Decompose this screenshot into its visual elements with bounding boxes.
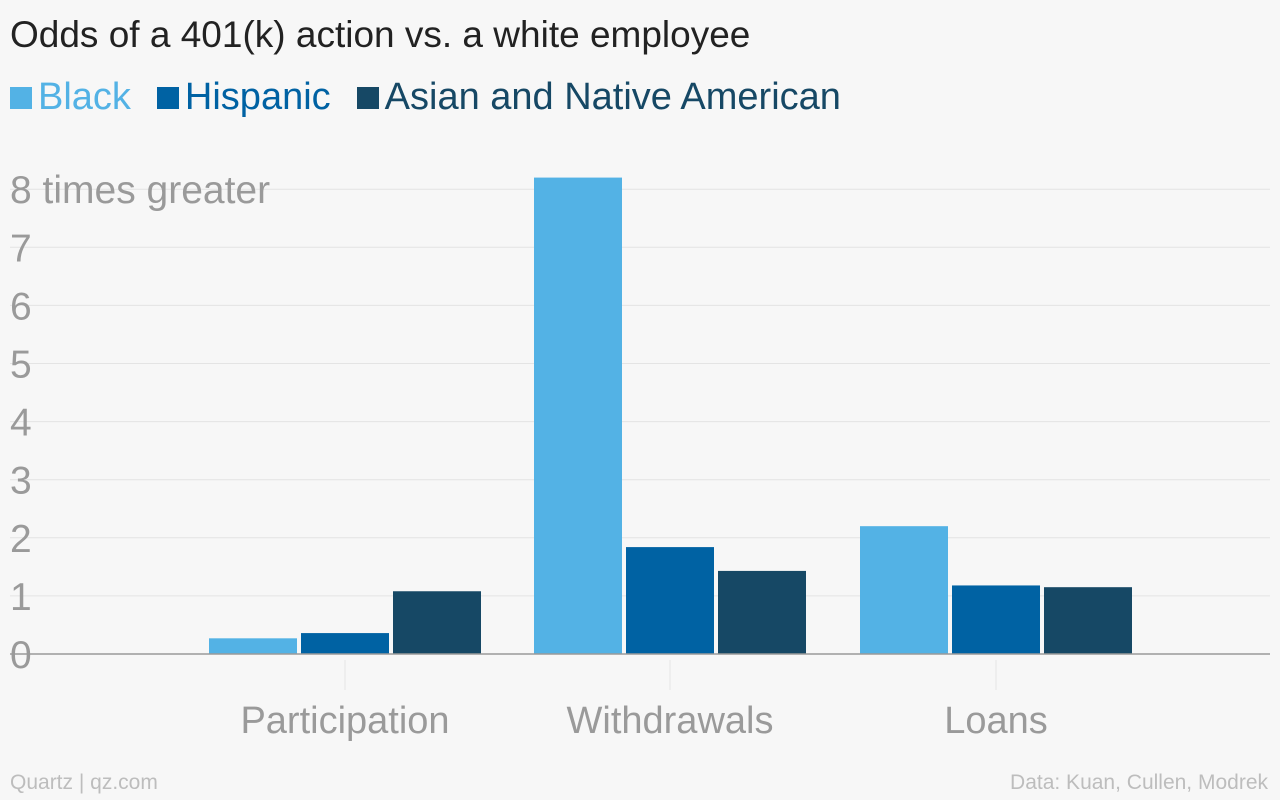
footer-data-source: Data: Kuan, Cullen, Modrek (1010, 771, 1268, 794)
y-tick-label: 5 (10, 344, 32, 387)
legend-swatch-black (10, 86, 32, 109)
chart-title: Odds of a 401(k) action vs. a white empl… (10, 14, 751, 55)
legend-item-hispanic: Hispanic (156, 76, 331, 119)
bar-asian-and-native-american-participation (393, 591, 481, 654)
bar-hispanic-participation (301, 633, 389, 654)
bar-asian-and-native-american-withdrawals (718, 570, 806, 654)
bars (209, 177, 1132, 654)
x-tick-label: Loans (944, 700, 1048, 742)
legend-label-hispanic: Hispanic (184, 76, 331, 118)
footer-credit: Quartz | qz.com (10, 771, 158, 794)
bar-black-loans (860, 526, 948, 654)
x-axis-tick-labels: Participation Withdrawals Loans (240, 660, 1048, 742)
legend-item-black: Black (10, 76, 131, 119)
y-tick-label: 0 (10, 634, 32, 677)
y-tick-label: 8 times greater (10, 169, 270, 212)
legend-swatch-asian-native-american (356, 86, 379, 109)
y-tick-label: 2 (10, 518, 32, 561)
legend-label-black: Black (38, 76, 131, 118)
gridlines (10, 188, 1270, 597)
y-tick-label: 1 (10, 576, 32, 619)
legend-label-asian-native-american: Asian and Native American (384, 76, 841, 118)
bar-hispanic-loans (952, 585, 1040, 654)
bar-asian-and-native-american-loans (1044, 587, 1132, 654)
y-tick-label: 4 (10, 402, 32, 445)
y-tick-label: 3 (10, 460, 32, 503)
bar-hispanic-withdrawals (626, 547, 714, 654)
y-tick-label: 6 (10, 285, 32, 328)
legend-swatch-hispanic (156, 86, 179, 109)
legend: Black Hispanic Asian and Native American (10, 76, 867, 119)
x-tick-label: Participation (240, 700, 449, 742)
y-tick-label: 7 (10, 227, 32, 270)
legend-item-asian-native-american: Asian and Native American (356, 76, 841, 119)
bar-black-withdrawals (534, 177, 622, 654)
bar-black-participation (209, 638, 297, 654)
y-axis-tick-labels: 0 1 2 3 4 5 6 7 8 times greater (10, 169, 270, 677)
x-tick-label: Withdrawals (567, 700, 774, 742)
